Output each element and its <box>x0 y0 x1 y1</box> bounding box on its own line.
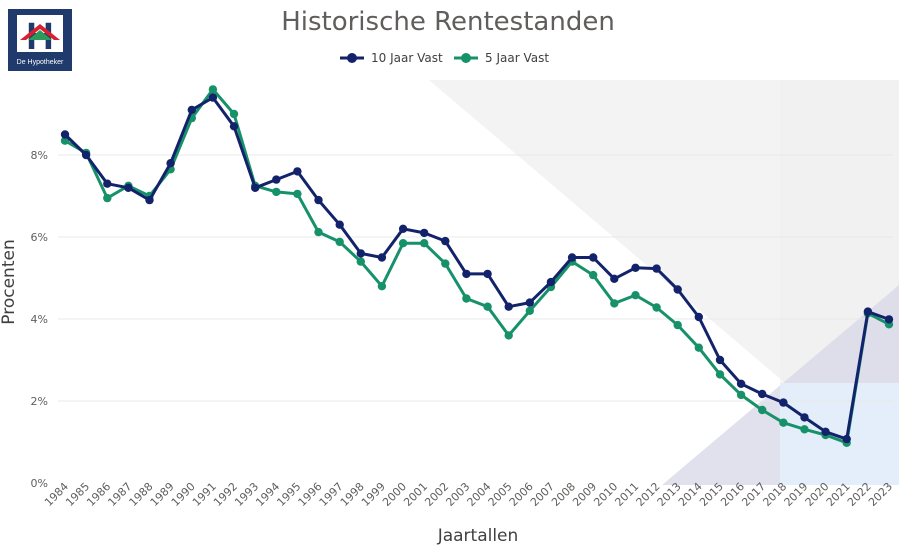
data-point[interactable] <box>398 224 408 233</box>
gridlines <box>58 154 893 402</box>
data-point[interactable] <box>610 299 619 308</box>
data-point[interactable] <box>145 195 154 205</box>
data-point[interactable] <box>272 175 281 184</box>
data-point[interactable] <box>758 405 767 415</box>
x-axis-title: Jaartallen <box>437 526 519 546</box>
data-point[interactable] <box>314 195 323 205</box>
data-point[interactable] <box>208 93 218 102</box>
data-point[interactable] <box>715 370 725 379</box>
data-point[interactable] <box>631 291 640 300</box>
data-point[interactable] <box>293 189 302 199</box>
chart-title: Historische Rentestanden <box>281 7 615 37</box>
legend-label-5yr[interactable]: 5 Jaar Vast <box>485 51 549 65</box>
data-point[interactable] <box>81 150 91 160</box>
data-point[interactable] <box>124 183 133 192</box>
data-point[interactable] <box>842 434 851 444</box>
data-point[interactable] <box>631 263 640 272</box>
data-point[interactable] <box>335 237 344 247</box>
data-point[interactable] <box>694 343 703 352</box>
data-point[interactable] <box>863 307 873 316</box>
y-tick-label: 0% <box>31 477 48 490</box>
data-point[interactable] <box>420 228 429 238</box>
data-point[interactable] <box>758 389 767 399</box>
data-point[interactable] <box>462 269 471 279</box>
data-point[interactable] <box>251 183 260 192</box>
data-point[interactable] <box>652 303 661 312</box>
data-point[interactable] <box>589 270 598 280</box>
background-shapes <box>429 80 899 485</box>
data-point[interactable] <box>504 302 513 311</box>
legend-marker-5yr <box>461 53 471 63</box>
data-point[interactable] <box>462 294 471 303</box>
data-point[interactable] <box>398 239 408 248</box>
data-point[interactable] <box>652 264 661 273</box>
data-point[interactable] <box>356 249 365 258</box>
legend-marker-10yr <box>347 53 357 63</box>
data-point[interactable] <box>166 159 175 168</box>
data-point[interactable] <box>779 418 788 427</box>
data-point[interactable] <box>546 277 556 287</box>
data-point[interactable] <box>356 257 365 266</box>
data-point[interactable] <box>483 269 492 279</box>
data-point[interactable] <box>610 274 619 283</box>
data-point[interactable] <box>103 179 112 188</box>
data-point[interactable] <box>673 320 682 330</box>
y-tick-label: 2% <box>31 395 48 408</box>
y-axis-title: Procenten <box>0 239 19 324</box>
legend-label-10yr[interactable]: 10 Jaar Vast <box>371 51 443 65</box>
data-point[interactable] <box>60 130 70 139</box>
y-axis-ticks: 0% 2% 4% 6% 8% <box>31 149 48 490</box>
y-tick-label: 4% <box>31 313 48 326</box>
legend[interactable]: 10 Jaar Vast 5 Jaar Vast <box>340 51 549 65</box>
data-point[interactable] <box>441 259 450 268</box>
logo-caption: De Hypotheker <box>17 59 64 66</box>
house-roof-green-icon <box>28 30 52 40</box>
data-point[interactable] <box>229 109 239 119</box>
data-point[interactable] <box>377 282 387 291</box>
data-point[interactable] <box>335 220 344 229</box>
data-point[interactable] <box>229 122 239 131</box>
series-10-jaar-vast <box>60 93 894 444</box>
data-point[interactable] <box>504 331 513 340</box>
data-point[interactable] <box>736 390 746 400</box>
data-point[interactable] <box>589 253 598 262</box>
data-point[interactable] <box>715 355 725 365</box>
data-point[interactable] <box>187 105 196 115</box>
data-point[interactable] <box>441 236 450 246</box>
data-point[interactable] <box>208 85 218 94</box>
series <box>60 85 894 447</box>
data-point[interactable] <box>293 167 302 176</box>
data-point[interactable] <box>673 285 682 294</box>
series-line <box>63 96 890 441</box>
data-point[interactable] <box>567 253 577 262</box>
house-roof-icon <box>20 24 60 40</box>
logo: H De Hypotheker <box>8 9 72 71</box>
y-tick-label: 6% <box>31 231 48 244</box>
data-point[interactable] <box>779 398 788 407</box>
data-point[interactable] <box>800 425 809 434</box>
data-point[interactable] <box>821 427 830 436</box>
data-point[interactable] <box>420 239 429 248</box>
data-point[interactable] <box>884 315 894 324</box>
data-point[interactable] <box>800 413 809 422</box>
data-point[interactable] <box>103 193 112 203</box>
data-point[interactable] <box>483 302 492 311</box>
y-tick-label: 8% <box>31 149 48 162</box>
data-point[interactable] <box>525 306 534 315</box>
data-point[interactable] <box>272 187 281 197</box>
data-point[interactable] <box>694 312 703 322</box>
data-point[interactable] <box>377 253 387 262</box>
data-point[interactable] <box>736 379 746 388</box>
data-point[interactable] <box>314 227 323 237</box>
data-point[interactable] <box>525 298 534 307</box>
